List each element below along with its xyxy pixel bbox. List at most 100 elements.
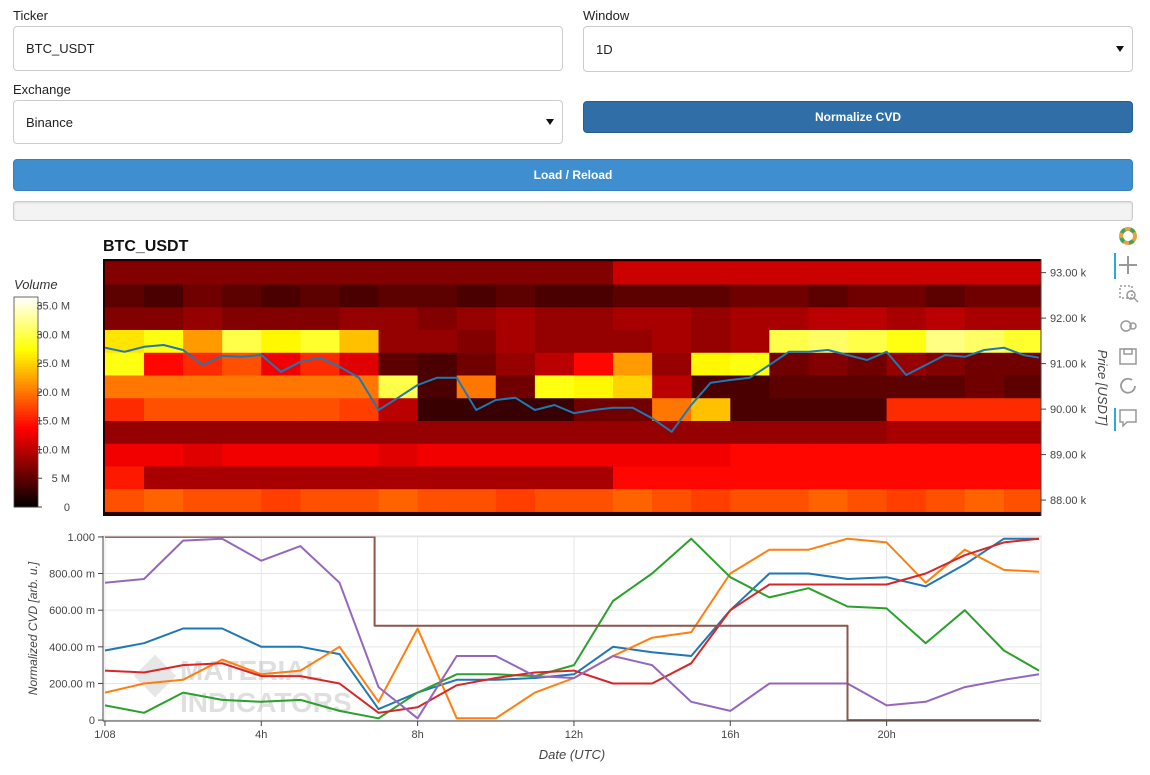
heatmap-cell bbox=[613, 443, 653, 467]
heatmap-cell bbox=[652, 352, 692, 376]
colorbar-segment bbox=[14, 477, 38, 481]
save-tool[interactable] bbox=[1119, 348, 1137, 365]
heatmap-cell bbox=[144, 397, 184, 421]
heatmap-cell bbox=[534, 443, 575, 467]
heatmap-cell bbox=[573, 488, 614, 512]
heatmap-cell bbox=[808, 352, 849, 376]
reset-tool[interactable] bbox=[1120, 377, 1136, 394]
heatmap-cell bbox=[104, 329, 145, 353]
heatmap-cell bbox=[847, 420, 888, 444]
heatmap-cell bbox=[691, 261, 731, 285]
colorbar-segment bbox=[14, 435, 38, 439]
heatmap-cell bbox=[613, 465, 653, 490]
heatmap-cell bbox=[222, 352, 262, 376]
heatmap-cell bbox=[300, 488, 340, 512]
progress-bar bbox=[13, 201, 1133, 221]
heatmap-cell bbox=[144, 306, 184, 331]
colorbar-segment bbox=[14, 441, 38, 445]
heatmap-cell bbox=[730, 306, 770, 331]
heatmap-cell bbox=[573, 306, 614, 331]
colorbar-segment bbox=[14, 426, 38, 430]
heatmap-cell bbox=[808, 465, 849, 490]
heatmap-cell bbox=[730, 284, 770, 308]
colorbar-segment bbox=[14, 357, 38, 361]
heatmap-cell bbox=[691, 443, 731, 467]
heatmap-cell bbox=[417, 420, 458, 444]
normalize-button[interactable]: Normalize CVD bbox=[583, 101, 1133, 133]
y-tick-label: 600.00 m bbox=[49, 605, 95, 617]
heatmap-cell bbox=[613, 397, 653, 421]
colorbar-segment bbox=[14, 393, 38, 397]
heatmap-cell bbox=[261, 306, 301, 331]
heatmap-cell bbox=[808, 261, 849, 285]
heatmap-cell bbox=[886, 329, 927, 353]
logo-icon[interactable] bbox=[1119, 227, 1137, 245]
heatmap-cell bbox=[339, 397, 380, 421]
load-button[interactable]: Load / Reload bbox=[13, 159, 1133, 191]
heatmap-cell bbox=[339, 352, 380, 376]
wheel-zoom-tool[interactable] bbox=[1120, 320, 1137, 332]
heatmap-cell bbox=[886, 488, 927, 512]
window-select[interactable]: 1D bbox=[583, 26, 1133, 72]
heatmap-cell bbox=[104, 374, 145, 399]
heatmap-cell bbox=[573, 352, 614, 376]
heatmap-cell bbox=[1003, 261, 1042, 285]
y-tick-label: 1.000 bbox=[67, 532, 95, 544]
heatmap-cell bbox=[730, 374, 770, 399]
heatmap-cell bbox=[886, 465, 927, 490]
heatmap-cell bbox=[613, 306, 653, 331]
heatmap-cell bbox=[808, 329, 849, 353]
heatmap-cell bbox=[808, 420, 849, 444]
colorbar-segment bbox=[14, 480, 38, 484]
y2-tick-label: 92.00 k bbox=[1050, 313, 1087, 325]
colorbar-segment bbox=[14, 321, 38, 325]
colorbar-segment bbox=[14, 468, 38, 472]
heatmap-cell bbox=[652, 397, 692, 421]
colorbar-segment bbox=[14, 453, 38, 457]
heatmap-cell bbox=[573, 465, 614, 490]
heatmap-cell bbox=[222, 261, 262, 285]
hover-tool[interactable] bbox=[1119, 409, 1137, 428]
heatmap-cell bbox=[691, 329, 731, 353]
chart-title: BTC_USDT bbox=[103, 238, 189, 255]
heatmap-cell bbox=[456, 284, 497, 308]
heatmap-cell bbox=[925, 443, 966, 467]
heatmap-cell bbox=[652, 488, 692, 512]
y2-axis-label: Price [USDT] bbox=[1095, 350, 1110, 426]
heatmap-cell bbox=[378, 397, 419, 421]
heatmap-cell bbox=[964, 465, 1005, 490]
pan-tool[interactable] bbox=[1119, 256, 1137, 274]
ticker-input[interactable]: BTC_USDT bbox=[13, 26, 563, 71]
heatmap-cell bbox=[495, 443, 536, 467]
heatmap-cell bbox=[573, 374, 614, 399]
heatmap-cell bbox=[300, 397, 340, 421]
colorbar-segment bbox=[14, 384, 38, 388]
heatmap-cell bbox=[847, 488, 888, 512]
heatmap-cell bbox=[144, 443, 184, 467]
colorbar-tick-label: 35.0 M bbox=[36, 301, 70, 313]
heatmap-cell bbox=[534, 488, 575, 512]
y2-tick-label: 89.00 k bbox=[1050, 450, 1087, 462]
box-zoom-tool[interactable] bbox=[1119, 285, 1139, 303]
colorbar-tick-label: 10.0 M bbox=[36, 444, 70, 456]
colorbar-segment bbox=[14, 420, 38, 424]
heatmap-cell bbox=[613, 352, 653, 376]
heatmap-cell bbox=[847, 306, 888, 331]
heatmap-cell bbox=[691, 374, 731, 399]
heatmap-cell bbox=[495, 465, 536, 490]
heatmap-cell bbox=[808, 284, 849, 308]
colorbar-segment bbox=[14, 381, 38, 385]
y-tick-label: 200.00 m bbox=[49, 678, 95, 690]
heatmap-cell bbox=[144, 261, 184, 285]
cvd-line bbox=[104, 537, 1040, 714]
colorbar-segment bbox=[14, 414, 38, 418]
heatmap-cell bbox=[222, 488, 262, 512]
heatmap-cell bbox=[495, 488, 536, 512]
x-tick-label: 1/08 bbox=[94, 729, 115, 741]
heatmap-cell bbox=[300, 329, 340, 353]
heatmap-cell bbox=[339, 465, 380, 490]
heatmap-cell bbox=[769, 488, 809, 512]
colorbar-tick-label: 15.0 M bbox=[36, 416, 70, 428]
heatmap-cell bbox=[534, 261, 575, 285]
exchange-select[interactable]: Binance bbox=[13, 100, 563, 144]
